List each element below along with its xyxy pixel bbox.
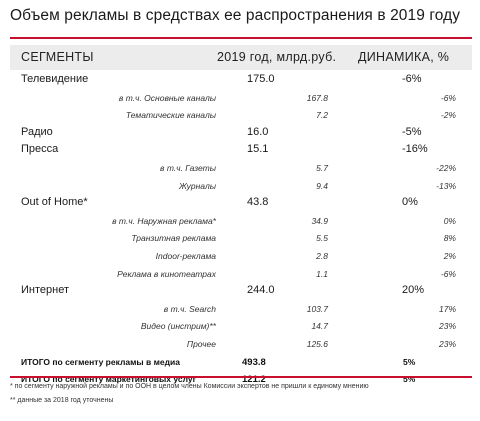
row-label: Интернет	[21, 284, 69, 297]
table-row: в т.ч. Основные каналы 167.8 -6%	[10, 89, 472, 107]
row-value: 121.2	[242, 374, 266, 386]
table-body: Телевидение 175.0 -6% в т.ч. Основные кана…	[10, 71, 472, 388]
row-dynamics: 8%	[443, 233, 456, 244]
table-row: Видео (инстрим)** 14.7 23%	[10, 317, 472, 335]
header-segments: СЕГМЕНТЫ	[21, 50, 94, 64]
row-value: 7.2	[316, 110, 328, 121]
row-dynamics: 20%	[402, 284, 425, 297]
total-row: ИТОГО по сегменту маркетинговых услуг 121…	[10, 370, 472, 388]
table-row: в т.ч. Наружная реклама* 34.9 0%	[10, 212, 472, 230]
row-dynamics: -22%	[436, 162, 456, 173]
row-dynamics: -5%	[402, 125, 422, 138]
row-value: 103.7	[306, 303, 328, 314]
row-label: Прочее	[186, 338, 216, 349]
table-row: в т.ч. Search 103.7 17%	[10, 300, 472, 318]
table-row: Реклама в кинотеатрах 1.1 -6%	[10, 265, 472, 283]
footnote: * по сегменту наружной рекламы и по ООН …	[10, 383, 369, 390]
row-dynamics: 5%	[403, 374, 416, 385]
row-value: 15.1	[247, 143, 269, 156]
row-label: Indoor-реклама	[155, 250, 216, 261]
row-value: 16.0	[247, 125, 269, 138]
row-dynamics: -16%	[402, 143, 428, 156]
table-row: Тематические каналы 7.2 -2%	[10, 106, 472, 124]
table-row: Транзитная реклама 5.5 8%	[10, 229, 472, 247]
row-value: 493.8	[242, 356, 266, 368]
footnote: ** данные за 2018 год уточнены	[10, 397, 114, 404]
row-dynamics: -6%	[440, 268, 456, 279]
row-dynamics: 23%	[438, 321, 456, 332]
row-label: Пресса	[21, 143, 59, 156]
row-dynamics: -6%	[440, 92, 456, 103]
row-value: 1.1	[316, 268, 328, 279]
table-row: Out of Home* 43.8 0%	[10, 194, 472, 212]
row-label: ИТОГО по сегменту рекламы в медиа	[21, 356, 180, 367]
row-value: 5.7	[316, 162, 328, 173]
row-dynamics: -2%	[440, 110, 456, 121]
row-label: в т.ч. Основные каналы	[118, 92, 216, 103]
table-row: Indoor-реклама 2.8 2%	[10, 247, 472, 265]
row-dynamics: 17%	[438, 303, 456, 314]
table-row: Пресса 15.1 -16%	[10, 141, 472, 159]
row-label: Out of Home*	[21, 196, 88, 209]
row-label: Телевидение	[21, 73, 89, 85]
row-dynamics: 5%	[403, 356, 416, 367]
row-label: Тематические каналы	[125, 110, 216, 121]
row-dynamics: 23%	[438, 338, 456, 349]
top-divider	[10, 37, 472, 39]
table-row: в т.ч. Газеты 5.7 -22%	[10, 159, 472, 177]
table-row: Радио 16.0 -5%	[10, 124, 472, 142]
bottom-divider	[10, 376, 472, 378]
table-row: Телевидение 175.0 -6%	[10, 71, 472, 89]
row-label: Радио	[21, 125, 53, 138]
page-title: Объем рекламы в средствах ее распростран…	[10, 7, 461, 24]
row-dynamics: 0%	[402, 196, 418, 209]
row-value: 34.9	[311, 215, 328, 226]
table-row: Интернет 244.0 20%	[10, 282, 472, 300]
row-value: 43.8	[247, 196, 269, 209]
table-row: Журналы 9.4 -13%	[10, 177, 472, 195]
row-dynamics: -6%	[402, 73, 422, 85]
row-label: Видео (инстрим)**	[140, 321, 216, 332]
header-volume: 2019 год, млрд.руб.	[217, 50, 337, 64]
row-value: 9.4	[316, 180, 328, 191]
row-value: 175.0	[247, 73, 275, 85]
row-value: 5.5	[316, 233, 328, 244]
row-label: Реклама в кинотеатрах	[117, 268, 216, 279]
row-value: 2.8	[316, 250, 328, 261]
row-value: 14.7	[311, 321, 328, 332]
row-label: ИТОГО по сегменту маркетинговых услуг	[21, 374, 197, 385]
row-label: Журналы	[178, 180, 216, 191]
header-dynamics: ДИНАМИКА, %	[358, 50, 450, 64]
row-dynamics: -13%	[436, 180, 456, 191]
row-label: в т.ч. Наружная реклама*	[112, 215, 216, 226]
table-header: СЕГМЕНТЫ 2019 год, млрд.руб. ДИНАМИКА, %	[10, 45, 472, 70]
row-value: 167.8	[306, 92, 328, 103]
row-value: 125.6	[306, 338, 328, 349]
row-value: 244.0	[247, 284, 275, 297]
row-label: Транзитная реклама	[131, 233, 216, 244]
row-dynamics: 2%	[443, 250, 456, 261]
total-row: ИТОГО по сегменту рекламы в медиа 493.8 5%	[10, 353, 472, 371]
row-label: в т.ч. Search	[163, 303, 216, 314]
row-dynamics: 0%	[443, 215, 456, 226]
table-row: Прочее 125.6 23%	[10, 335, 472, 353]
row-label: в т.ч. Газеты	[160, 162, 216, 173]
